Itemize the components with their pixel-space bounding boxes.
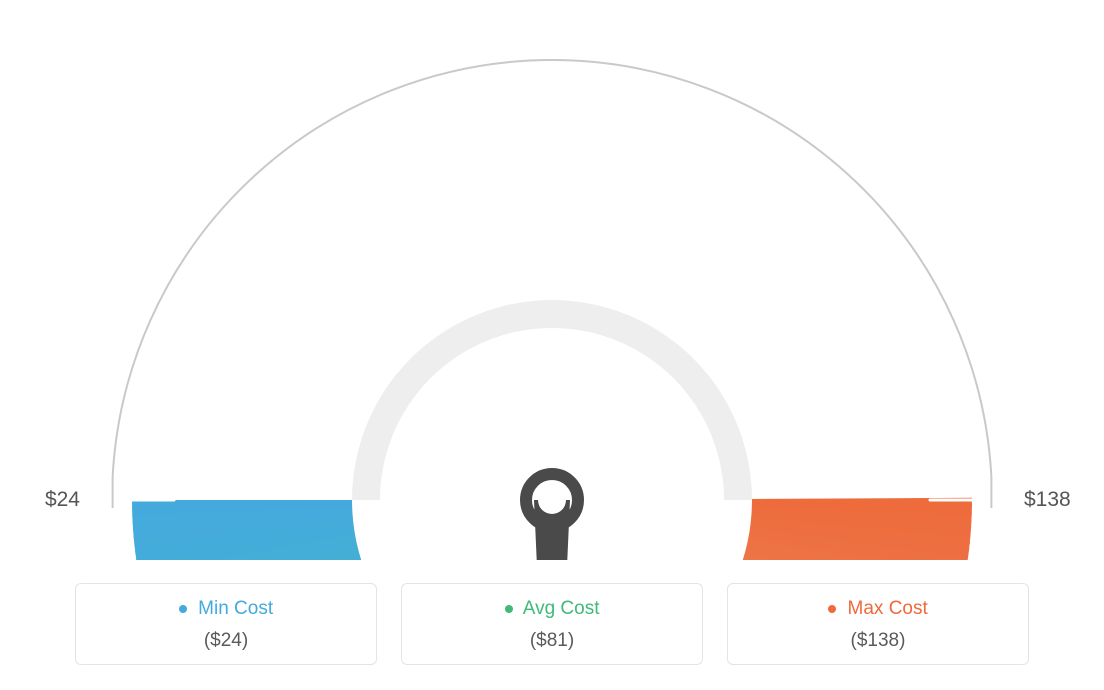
legend-row: Min Cost ($24) Avg Cost ($81) Max Cost (… [0,583,1104,665]
legend-title-min-text: Min Cost [198,598,273,619]
gauge-chart: $24$38$52$81$100$119$138 [0,0,1104,560]
svg-text:$24: $24 [45,488,80,511]
svg-text:$138: $138 [1024,488,1071,511]
legend-title-max: Max Cost [728,598,1028,620]
bullet-max [828,605,836,613]
bullet-avg [505,605,513,613]
legend-title-avg: Avg Cost [402,598,702,620]
bullet-min [179,605,187,613]
legend-card-min: Min Cost ($24) [75,583,377,665]
legend-value-max: ($138) [728,630,1028,652]
legend-card-max: Max Cost ($138) [727,583,1029,665]
legend-value-avg: ($81) [402,630,702,652]
legend-value-min: ($24) [76,630,376,652]
legend-title-max-text: Max Cost [848,598,928,619]
legend-title-min: Min Cost [76,598,376,620]
legend-card-avg: Avg Cost ($81) [401,583,703,665]
cost-gauge-container: $24$38$52$81$100$119$138 Min Cost ($24) … [0,0,1104,690]
legend-title-avg-text: Avg Cost [523,598,600,619]
